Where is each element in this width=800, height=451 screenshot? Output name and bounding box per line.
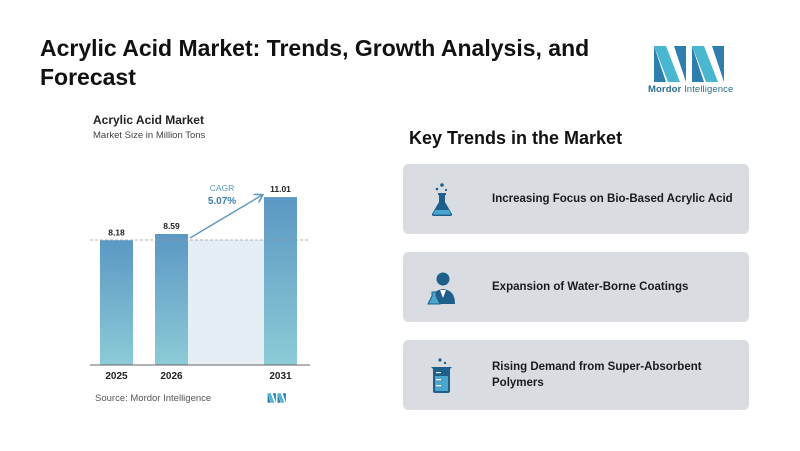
logo-wordmark-rest: Intelligence — [681, 84, 734, 95]
key-trends-title: Key Trends in the Market — [409, 128, 623, 148]
scientist-icon — [427, 272, 455, 305]
chart-subtitle: Market Size in Million Tons — [93, 130, 206, 141]
bar-2026 — [155, 234, 188, 365]
mordor-logo — [648, 42, 732, 98]
x-tick-2031: 2031 — [269, 371, 292, 382]
cagr-label: CAGR — [210, 183, 235, 193]
beaker-icon — [431, 358, 452, 393]
logo-wordmark: Mordor Intelligence — [648, 84, 738, 95]
cagr-arrow — [189, 195, 262, 239]
chart-title: Acrylic Acid Market — [93, 113, 204, 127]
trend-card-super-absorbent: Rising Demand from Super-Absorbent Polym… — [403, 340, 749, 410]
cagr-value: 5.07% — [208, 196, 236, 207]
trend-card-bio-based: Increasing Focus on Bio-Based Acrylic Ac… — [403, 164, 749, 234]
data-label-2026: 8.59 — [163, 221, 180, 231]
source-note: Source: Mordor Intelligence — [95, 393, 212, 404]
page-title: Acrylic Acid Market: Trends, Growth Anal… — [40, 35, 590, 90]
trend-label: Expansion of Water-Borne Coatings — [492, 281, 689, 293]
trend-card-water-borne: Expansion of Water-Borne Coatings — [403, 252, 749, 322]
logo-mark-icon — [654, 46, 724, 82]
bar-chart: 8.18 2025 8.59 2026 11.01 2031 CAGR 5.07% — [90, 183, 310, 382]
bar-2031 — [264, 197, 297, 365]
x-tick-2026: 2026 — [160, 371, 183, 382]
bar-2025 — [100, 240, 133, 365]
trend-label: Increasing Focus on Bio-Based Acrylic Ac… — [492, 193, 733, 205]
x-tick-2025: 2025 — [105, 371, 128, 382]
source-logo-icon — [267, 393, 286, 403]
data-label-2025: 8.18 — [108, 227, 125, 237]
logo-wordmark-bold: Mordor — [648, 84, 682, 95]
data-label-2031: 11.01 — [270, 184, 291, 194]
growth-shaded-area — [188, 240, 264, 365]
flask-icon — [431, 183, 453, 216]
trend-label: Rising Demand from Super-Absorbent Polym… — [492, 361, 702, 389]
